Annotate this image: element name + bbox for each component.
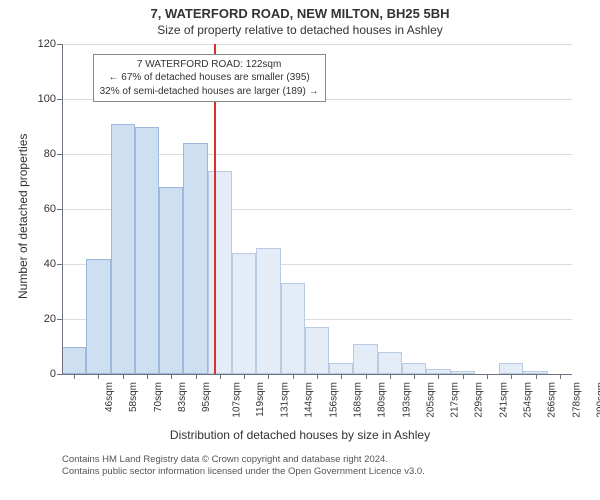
x-tick-mark [438, 374, 439, 379]
x-tick-mark [560, 374, 561, 379]
x-tick-mark [293, 374, 294, 379]
x-tick-mark [123, 374, 124, 379]
footer-attribution: Contains HM Land Registry data © Crown c… [62, 454, 425, 479]
histogram-bar [402, 363, 426, 374]
x-tick-label: 144sqm [304, 382, 315, 418]
x-tick-label: 95sqm [201, 382, 212, 412]
x-tick-label: 119sqm [255, 382, 266, 417]
histogram-bar [86, 259, 110, 375]
x-tick-mark [317, 374, 318, 379]
histogram-bar [305, 327, 329, 374]
x-tick-label: 168sqm [353, 382, 364, 418]
x-tick-label: 205sqm [425, 382, 436, 418]
histogram-bar [256, 248, 280, 375]
histogram-bar [281, 283, 305, 374]
x-tick-mark [244, 374, 245, 379]
grid-line [62, 44, 572, 45]
x-tick-label: 254sqm [523, 382, 534, 418]
histogram-bar [353, 344, 377, 374]
x-tick-label: 217sqm [450, 382, 461, 418]
chart-title-sub: Size of property relative to detached ho… [0, 21, 600, 37]
x-tick-mark [147, 374, 148, 379]
y-tick-label: 80 [28, 148, 56, 160]
x-tick-label: 180sqm [377, 382, 388, 418]
x-tick-mark [414, 374, 415, 379]
x-tick-mark [171, 374, 172, 379]
x-tick-mark [390, 374, 391, 379]
chart-title-main: 7, WATERFORD ROAD, NEW MILTON, BH25 5BH [0, 0, 600, 21]
y-tick-label: 60 [28, 203, 56, 215]
histogram-bar [159, 187, 183, 374]
histogram-bar [183, 143, 207, 374]
plot-area: 7 WATERFORD ROAD: 122sqm← 67% of detache… [62, 44, 572, 374]
x-tick-label: 58sqm [128, 382, 139, 412]
x-tick-label: 70sqm [153, 382, 164, 412]
x-tick-label: 156sqm [328, 382, 339, 418]
x-tick-mark [74, 374, 75, 379]
chart-container: 7, WATERFORD ROAD, NEW MILTON, BH25 5BH … [0, 0, 600, 500]
histogram-bar [62, 347, 86, 375]
x-tick-label: 278sqm [571, 382, 582, 418]
x-tick-label: 229sqm [474, 382, 485, 418]
x-tick-label: 266sqm [547, 382, 558, 418]
y-tick-label: 120 [28, 38, 56, 50]
y-tick-label: 20 [28, 313, 56, 325]
y-axis-line [62, 44, 63, 374]
x-tick-mark [341, 374, 342, 379]
x-tick-mark [536, 374, 537, 379]
footer-line-1: Contains HM Land Registry data © Crown c… [62, 454, 425, 466]
histogram-bar [378, 352, 402, 374]
x-tick-mark [463, 374, 464, 379]
annotation-line-1: 7 WATERFORD ROAD: 122sqm [100, 58, 319, 72]
annotation-line-3: 32% of semi-detached houses are larger (… [100, 85, 319, 99]
x-tick-mark [98, 374, 99, 379]
y-tick-label: 40 [28, 258, 56, 270]
x-tick-mark [487, 374, 488, 379]
x-tick-mark [196, 374, 197, 379]
annotation-box: 7 WATERFORD ROAD: 122sqm← 67% of detache… [93, 54, 326, 103]
x-tick-label: 83sqm [177, 382, 188, 412]
y-tick-label: 100 [28, 93, 56, 105]
x-tick-label: 241sqm [498, 382, 509, 418]
histogram-bar [329, 363, 353, 374]
x-tick-mark [268, 374, 269, 379]
x-tick-mark [220, 374, 221, 379]
x-tick-label: 131sqm [280, 382, 291, 418]
x-tick-label: 46sqm [104, 382, 115, 412]
y-tick-label: 0 [28, 368, 56, 380]
histogram-bar [208, 171, 232, 375]
x-axis-label: Distribution of detached houses by size … [0, 428, 600, 442]
histogram-bar [135, 127, 159, 375]
x-tick-mark [366, 374, 367, 379]
x-tick-label: 107sqm [231, 382, 242, 418]
x-tick-label: 290sqm [595, 382, 600, 418]
x-tick-label: 193sqm [401, 382, 412, 418]
histogram-bar [111, 124, 135, 374]
histogram-bar [232, 253, 256, 374]
footer-line-2: Contains public sector information licen… [62, 466, 425, 478]
histogram-bar [499, 363, 523, 374]
x-tick-mark [511, 374, 512, 379]
annotation-line-2: ← 67% of detached houses are smaller (39… [100, 71, 319, 85]
